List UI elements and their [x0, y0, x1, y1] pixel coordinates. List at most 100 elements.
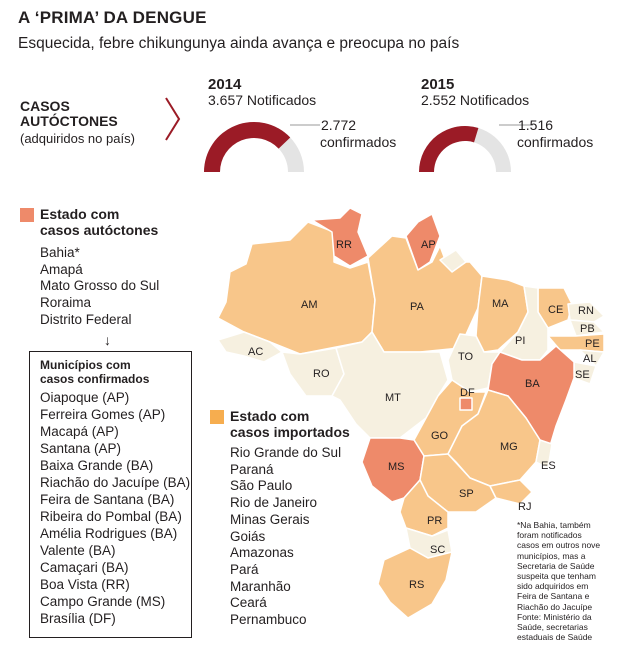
map-label-se: SE: [575, 369, 590, 381]
footnote-line: suspeita que tenham: [517, 571, 596, 582]
footnote-line: foram notificados: [517, 530, 582, 541]
map-label-sc: SC: [430, 544, 445, 556]
municipios-title-line2: casos confirmados: [40, 372, 150, 386]
confirmed-2015-label: confirmados: [517, 134, 594, 150]
list-item: Amélia Rodrigues (BA): [40, 526, 178, 541]
page-subtitle: Esquecida, febre chikungunya ainda avanç…: [18, 35, 460, 52]
footnote-line: Saúde, secretarias: [517, 622, 588, 633]
map-label-am: AM: [301, 299, 318, 311]
map-label-mt: MT: [385, 392, 401, 404]
notified-2015: 2.552 Notificados: [421, 92, 530, 108]
list-item: Ribeira do Pombal (BA): [40, 509, 182, 524]
state-df: [459, 397, 473, 411]
map-label-ac: AC: [248, 346, 263, 358]
list-item: Paraná: [230, 461, 274, 477]
gauge-2015-confirmed-arc: [419, 126, 479, 172]
list-item: Oiapoque (AP): [40, 390, 130, 405]
map-label-ba: BA: [525, 378, 540, 390]
list-item: Feira de Santana (BA): [40, 492, 175, 507]
year-2014: 2014: [208, 76, 242, 93]
list-item: Bahia*: [40, 245, 80, 260]
map-label-pr: PR: [427, 515, 442, 527]
map-label-al: AL: [583, 353, 596, 365]
map-label-pa: PA: [410, 301, 425, 313]
list-item: Pernambuco: [230, 612, 307, 628]
state-ac: [217, 331, 283, 363]
section-title-line1: CASOS: [20, 98, 70, 114]
footnote-line: Riachão do Jacuípe: [517, 601, 593, 612]
list-item: Amapá: [40, 261, 83, 277]
list-item: Rio de Janeiro: [230, 495, 318, 511]
gauge-2014-confirmed-arc: [204, 122, 291, 172]
confirmed-2014: 2.772 confirmados: [320, 117, 396, 151]
state-al: [579, 349, 605, 367]
list-item: Ferreira Gomes (AP): [40, 407, 166, 422]
legend-label-autoctones: Estado com casos autóctones: [40, 206, 158, 238]
legend-swatch-importados: [210, 410, 224, 424]
list-item: Boa Vista (RR): [40, 577, 130, 592]
map-label-ro: RO: [313, 368, 330, 380]
legend-importados-line2: casos importados: [230, 424, 350, 440]
footnote-line: casos em outros nove: [517, 540, 601, 551]
list-importados: Rio Grande do Sul Paraná São Paulo Rio d…: [230, 445, 341, 629]
state-rn: [567, 301, 605, 323]
arrow-down-icon: ↓: [104, 332, 111, 348]
list-item: Mato Grosso do Sul: [40, 278, 160, 294]
list-item: Minas Gerais: [230, 511, 310, 527]
confirmed-2014-value: 2.772: [321, 117, 357, 133]
map-label-go: GO: [431, 430, 449, 442]
map-label-rn: RN: [578, 305, 594, 317]
list-item: Riachão do Jacuípe (BA): [40, 475, 191, 490]
section-subtitle: (adquiridos no país): [20, 131, 135, 146]
list-item: Roraima: [40, 295, 92, 311]
section-title-line2: AUTÓCTONES: [20, 113, 118, 129]
list-autoctones: Bahia* Amapá Mato Grosso do Sul Roraima …: [40, 245, 159, 329]
legend-label-importados: Estado com casos importados: [230, 408, 350, 440]
state-rs: [377, 547, 453, 619]
footnote: *Na Bahia, também foram notificados caso…: [517, 520, 617, 642]
map-label-pi: PI: [515, 335, 525, 347]
list-item: Rio Grande do Sul: [230, 445, 342, 460]
list-item: São Paulo: [230, 478, 293, 494]
footnote-line: *Na Bahia, também: [517, 520, 591, 530]
state-island: [439, 249, 467, 273]
footnote-line: municípios, mas a: [517, 550, 586, 561]
map-label-pe: PE: [585, 338, 600, 350]
confirmed-2015-value: 1.516: [518, 117, 554, 133]
legend-importados-line1: Estado com: [230, 408, 310, 424]
list-item: Maranhão: [230, 578, 291, 594]
list-item: Pará: [230, 561, 259, 577]
municipios-box: Municípios com casos confirmados Oiapoqu…: [29, 351, 192, 638]
map-label-ce: CE: [548, 304, 563, 316]
list-item: Camaçari (BA): [40, 560, 129, 575]
state-rr: [311, 207, 369, 267]
map-label-es: ES: [541, 460, 556, 472]
legend-autoctones-line2: casos autóctones: [40, 222, 159, 238]
list-item: Baixa Grande (BA): [40, 458, 154, 473]
list-item: Macapá (AP): [40, 424, 119, 439]
state-rj: [489, 479, 533, 505]
list-item: Campo Grande (MS): [40, 594, 166, 609]
footnote-line: Feira de Santana e: [517, 591, 590, 602]
legend-autoctones-line1: Estado com: [40, 206, 120, 222]
legend-swatch-autoctones: [20, 208, 34, 222]
state-ma: [475, 275, 529, 353]
notified-2014: 3.657 Notificados: [208, 92, 317, 108]
footnote-line: estaduais de Saúde: [517, 632, 593, 643]
gauge-2015: [419, 124, 533, 172]
municipios-title-line1: Municípios com: [40, 358, 131, 372]
map-label-ma: MA: [492, 298, 509, 310]
state-pb: [569, 319, 605, 337]
state-es: [535, 439, 553, 469]
footnote-line: Secretaria de Saúde: [517, 560, 595, 571]
gauge-2014: [204, 122, 320, 172]
footnote-line: sido adquiridos em: [517, 581, 589, 592]
map-label-rj: RJ: [518, 501, 531, 513]
confirmed-2015: 1.516 confirmados: [517, 117, 593, 151]
list-item: Amazonas: [230, 545, 294, 561]
list-item: Santana (AP): [40, 441, 122, 456]
state-pr: [399, 479, 449, 537]
chevron-right-icon: [165, 97, 181, 141]
confirmed-2014-label: confirmados: [320, 134, 397, 150]
